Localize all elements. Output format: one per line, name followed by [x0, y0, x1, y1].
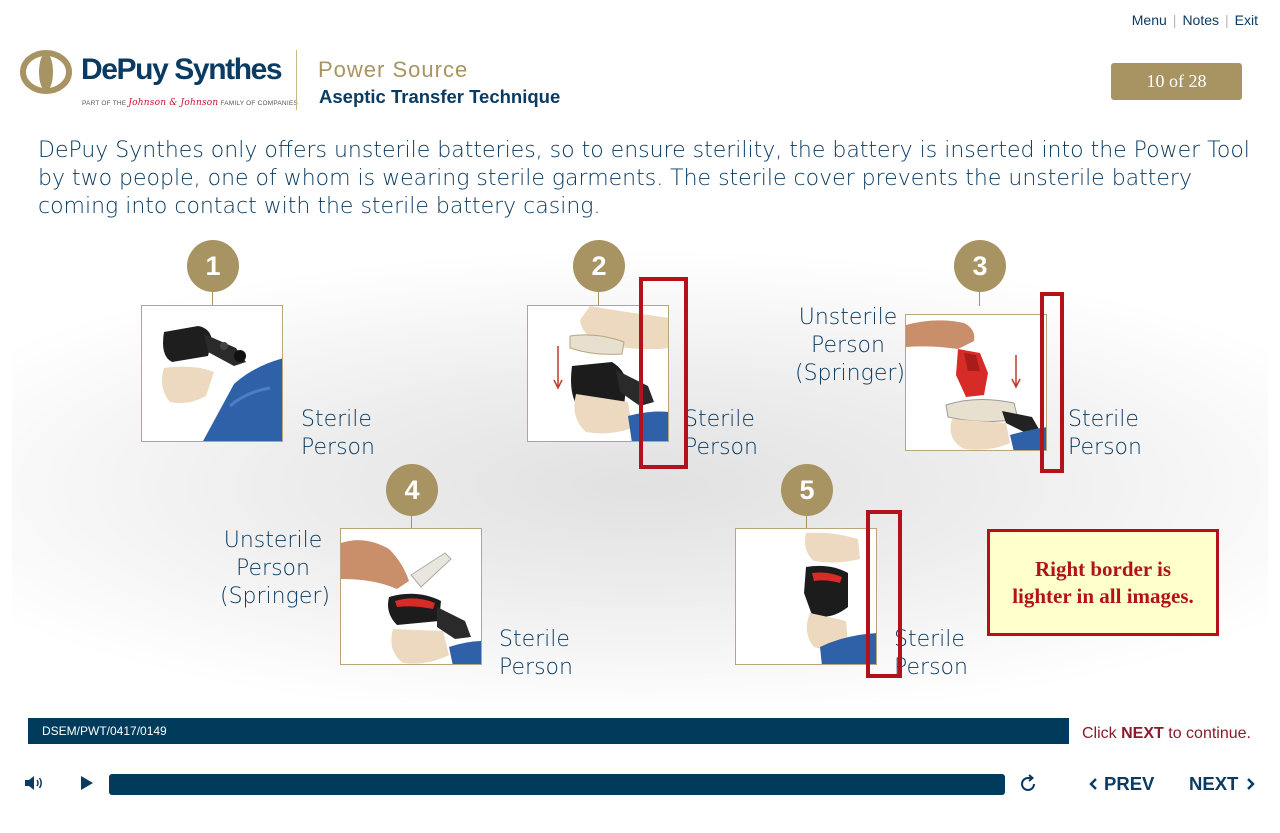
continue-post: to continue. [1168, 725, 1251, 742]
step-1-sterile-label: Sterile Person [301, 406, 375, 462]
continue-hint: Click NEXT to continue. [1082, 725, 1251, 743]
replay-icon[interactable] [1018, 774, 1038, 794]
step-3-sterile-label: Sterile Person [1068, 406, 1142, 462]
depuy-synthes-logo-icon [20, 50, 72, 94]
step-connector [212, 292, 213, 306]
step-4-sterile-label: Sterile Person [499, 626, 573, 682]
label-line: Sterile [684, 407, 755, 432]
intro-text: DePuy Synthes only offers unsterile batt… [38, 138, 1250, 219]
callout-line: lighter in all images. [1012, 584, 1194, 608]
page-counter: 10 of 28 [1111, 63, 1242, 100]
progress-bar[interactable] [109, 774, 1005, 795]
step-1-number: 1 [187, 240, 239, 292]
step-3-photo [905, 314, 1047, 451]
brand-logo: DePuy Synthes PART OF THE Johnson & John… [20, 48, 298, 114]
annotation-callout: Right border is lighter in all images. [987, 529, 1219, 636]
step-2-sterile-label: Sterile Person [684, 406, 758, 462]
next-button[interactable]: NEXT [1189, 773, 1256, 795]
document-code: DSEM/PWT/0417/0149 [42, 724, 167, 738]
step-2-photo [527, 305, 669, 442]
step-5-annotation-box [866, 510, 902, 678]
label-line: Person [811, 333, 885, 358]
chevron-right-icon [1247, 778, 1256, 790]
top-nav: Menu | Notes | Exit [1132, 12, 1258, 28]
tagline-post: FAMILY OF COMPANIES [220, 100, 298, 107]
step-2-number: 2 [573, 240, 625, 292]
label-line: (Springer) [220, 584, 330, 609]
next-label: NEXT [1189, 773, 1239, 794]
step-5-number: 5 [781, 464, 833, 516]
course-title: Power Source [318, 57, 469, 82]
label-line: Person [499, 655, 573, 680]
step-4-unsterile-label: Unsterile Person (Springer) [220, 527, 330, 611]
footer-code-bar: DSEM/PWT/0417/0149 [28, 718, 1069, 744]
label-line: Person [1068, 435, 1142, 460]
play-icon[interactable] [79, 775, 95, 791]
notes-link[interactable]: Notes [1182, 12, 1220, 28]
exit-link[interactable]: Exit [1234, 12, 1258, 28]
step-4-photo [340, 528, 482, 665]
header-divider [296, 50, 297, 110]
callout-line: Right border is [1034, 557, 1172, 581]
step-4-number: 4 [386, 464, 438, 516]
step-3-number: 3 [954, 240, 1006, 292]
step-2-annotation-box [639, 277, 688, 469]
step-1-photo [141, 305, 283, 442]
label-line: Person [236, 556, 310, 581]
continue-next: NEXT [1121, 725, 1164, 742]
prev-label: PREV [1104, 773, 1155, 794]
chevron-left-icon [1089, 778, 1097, 790]
label-line: Person [684, 435, 758, 460]
step-5-sterile-label: Sterile Person [894, 626, 968, 682]
step-3-annotation-box [1040, 292, 1064, 473]
label-line: (Springer) [795, 361, 905, 386]
johnson-johnson-wordmark: Johnson & Johnson [128, 98, 219, 108]
label-line: Sterile [1068, 407, 1139, 432]
step-connector [806, 516, 807, 530]
volume-icon[interactable] [24, 774, 44, 792]
label-line: Sterile [499, 627, 570, 652]
label-line: Person [894, 655, 968, 680]
label-line: Sterile [894, 627, 965, 652]
nav-separator: | [1225, 12, 1229, 28]
prev-button[interactable]: PREV [1088, 773, 1154, 795]
brand-name: DePuy Synthes [81, 53, 283, 86]
course-subtitle: Aseptic Transfer Technique [319, 86, 561, 107]
menu-link[interactable]: Menu [1131, 12, 1167, 28]
step-connector [598, 292, 599, 306]
nav-separator: | [1172, 12, 1177, 28]
step-connector [411, 516, 412, 530]
label-line: Unsterile [223, 528, 323, 553]
step-5-photo [735, 528, 877, 665]
tagline-pre: PART OF THE [82, 100, 127, 107]
label-line: Person [301, 435, 375, 460]
continue-pre: Click [1082, 725, 1117, 742]
step-3-unsterile-label: Unsterile Person (Springer) [795, 304, 905, 388]
label-line: Sterile [301, 407, 372, 432]
label-line: Unsterile [798, 305, 898, 330]
step-connector [979, 292, 980, 306]
brand-tagline: PART OF THE Johnson & Johnson FAMILY OF … [82, 98, 298, 108]
